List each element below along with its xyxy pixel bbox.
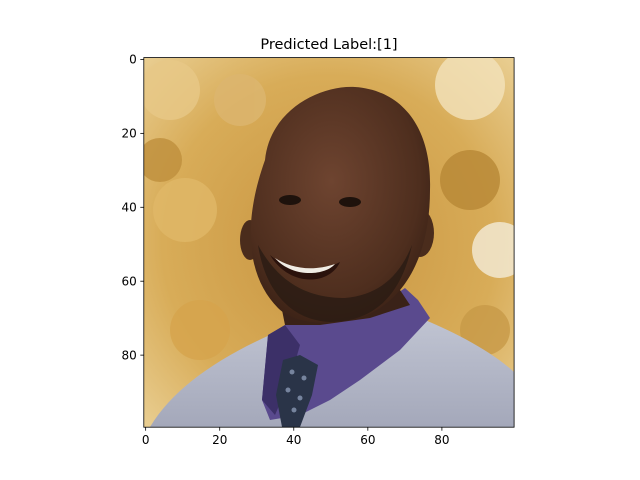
y-axis-ticks: 0 20 40 60 80 [122,53,144,362]
y-tick-label: 60 [122,275,137,289]
tie-pattern [285,369,307,413]
beard [258,245,412,322]
x-tick-label: 20 [212,433,227,447]
head [250,86,431,323]
y-tick-label: 40 [122,201,137,215]
x-tick-label: 60 [360,433,375,447]
y-tick-label: 80 [122,348,137,362]
background-foliage [143,57,515,360]
x-axis-ticks: 0 20 40 60 80 [142,427,450,447]
image-photo [143,57,515,428]
left-eye [279,195,301,205]
axes-frame [143,57,515,428]
x-tick-label: 80 [434,433,449,447]
tie [276,355,318,427]
x-tick-label: 40 [286,433,301,447]
chart-title: Predicted Label:[1] [260,37,397,53]
teeth [275,258,335,274]
smile [270,255,340,280]
y-tick-label: 20 [122,127,137,141]
y-tick-label: 0 [129,53,137,67]
right-eye [339,197,361,207]
x-tick-label: 0 [142,433,150,447]
